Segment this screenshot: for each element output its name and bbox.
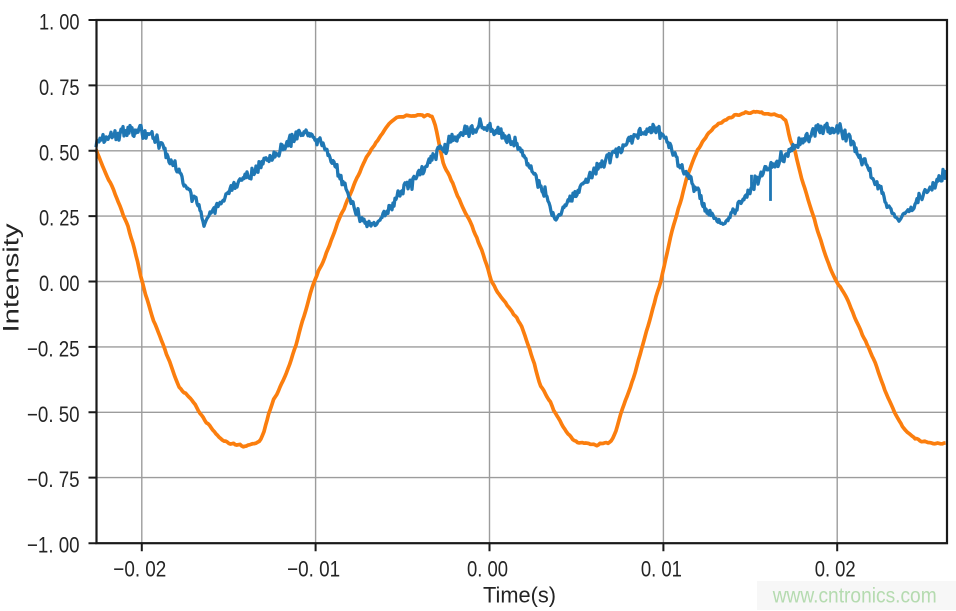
svg-text:−1. 00: −1. 00 bbox=[27, 533, 80, 558]
svg-text:−0. 50: −0. 50 bbox=[27, 402, 80, 427]
svg-text:www.cntronics.com: www.cntronics.com bbox=[772, 585, 937, 608]
svg-text:−0. 02: −0. 02 bbox=[113, 557, 166, 582]
svg-text:0. 75: 0. 75 bbox=[39, 75, 80, 100]
svg-text:1. 00: 1. 00 bbox=[39, 10, 80, 35]
svg-text:−0. 25: −0. 25 bbox=[27, 336, 80, 361]
svg-text:0. 02: 0. 02 bbox=[815, 557, 856, 582]
svg-text:−0. 75: −0. 75 bbox=[27, 467, 80, 492]
svg-text:−0. 01: −0. 01 bbox=[287, 557, 340, 582]
svg-text:Intensity: Intensity bbox=[0, 224, 24, 333]
svg-text:0. 50: 0. 50 bbox=[39, 140, 80, 165]
svg-text:0. 25: 0. 25 bbox=[39, 206, 80, 231]
svg-text:0. 01: 0. 01 bbox=[641, 557, 682, 582]
svg-text:0. 00: 0. 00 bbox=[467, 557, 508, 582]
svg-text:0. 00: 0. 00 bbox=[39, 271, 80, 296]
svg-text:Time(s): Time(s) bbox=[483, 583, 556, 608]
